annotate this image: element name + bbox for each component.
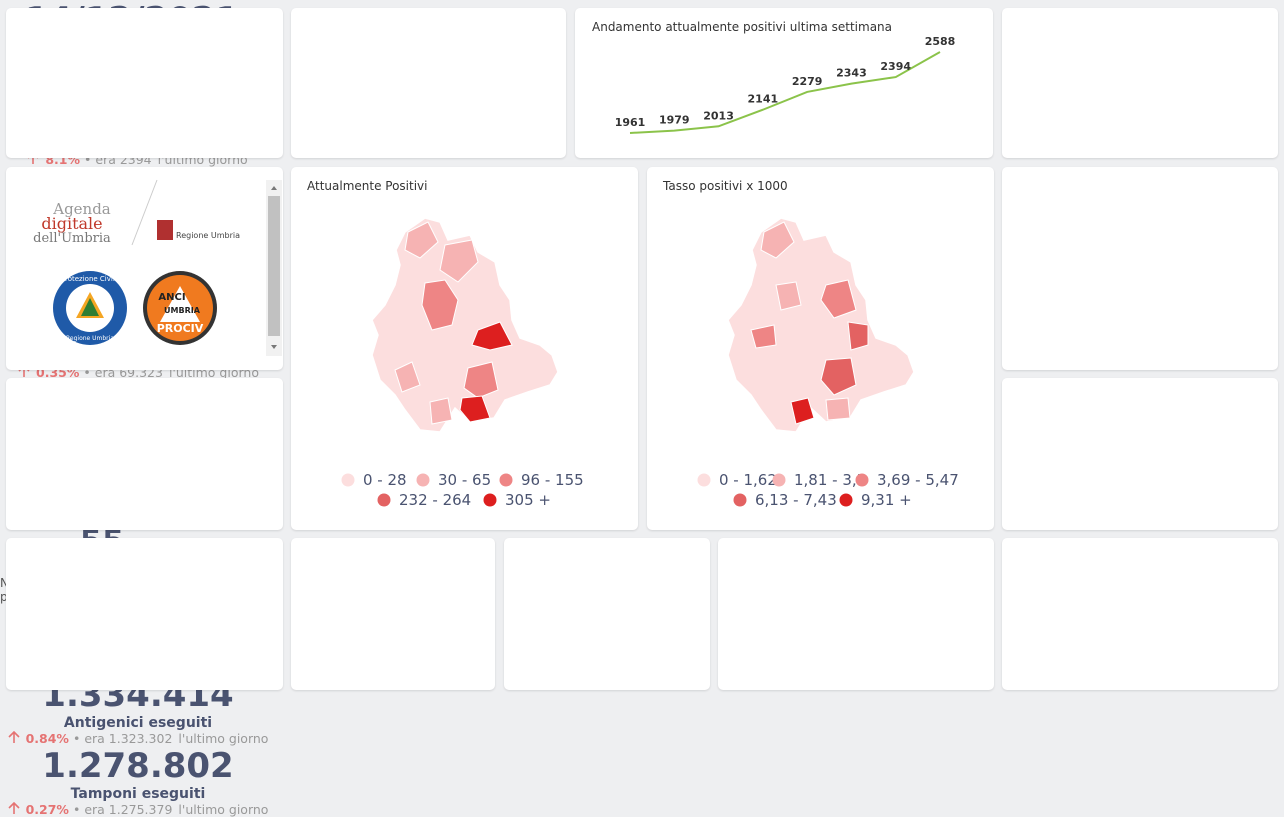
legend-label: 3,69 - 5,47 xyxy=(877,471,959,489)
delta-previous: era 1.323.302 xyxy=(84,731,173,746)
logo-text: ANCI xyxy=(158,292,185,303)
legend-swatch xyxy=(483,493,497,507)
logos: Agenda digitale dell'Umbria Regione Umbr… xyxy=(33,179,282,356)
legend-label: 30 - 65 xyxy=(438,471,491,489)
legend-label: 232 - 264 xyxy=(399,491,471,509)
legend-swatch xyxy=(772,473,786,487)
legend-label: 0 - 28 xyxy=(363,471,407,489)
point-label: 2588 xyxy=(925,35,956,48)
kpi-card xyxy=(6,538,283,690)
graphics: Agenda digitale dell'Umbria Regione Umbr… xyxy=(33,20,959,509)
logo-text: PROCIV xyxy=(157,322,204,335)
separator: • xyxy=(83,365,91,380)
kpi-card xyxy=(291,8,566,158)
kpi-label: Tamponi eseguiti xyxy=(70,786,206,802)
kpi-delta: 0.84% • era 1.323.302 l'ultimo giorno xyxy=(0,730,276,746)
legend-label: 96 - 155 xyxy=(521,471,584,489)
map-1 xyxy=(371,217,559,433)
arrow-icon xyxy=(7,801,20,814)
legend-swatch xyxy=(499,473,513,487)
legend-swatch xyxy=(416,473,430,487)
separator: • xyxy=(72,731,81,746)
point-label: 2343 xyxy=(836,67,867,80)
legend-swatch xyxy=(341,473,355,487)
point-label: 2394 xyxy=(880,60,911,73)
delta-suffix: l'ultimo giorno xyxy=(178,731,269,746)
logo-text: dell'Umbria xyxy=(33,231,111,246)
legend-swatch xyxy=(733,493,747,507)
kpi-card xyxy=(1002,378,1278,530)
delta-change: 0.84% xyxy=(25,731,69,746)
legend-label: 6,13 - 7,43 xyxy=(755,491,837,509)
logo-card xyxy=(6,167,283,370)
logo-text: Protezione Civile xyxy=(61,275,119,283)
kpi-card xyxy=(1002,538,1278,690)
point-label: 2141 xyxy=(748,93,779,106)
kpi-card xyxy=(1002,8,1278,158)
point-label: 2279 xyxy=(792,75,823,88)
separator: • xyxy=(83,152,92,167)
trend-title: Andamento attualmente positivi ultima se… xyxy=(592,20,892,34)
kpi-card xyxy=(6,8,283,158)
delta-change: 0.27% xyxy=(25,802,69,817)
logo-text: digitale xyxy=(41,214,102,233)
kpi-card xyxy=(504,538,710,690)
delta-suffix: l'ultimo giorno xyxy=(178,802,269,817)
legend-swatch xyxy=(855,473,869,487)
separator: • xyxy=(72,802,81,817)
kpi-card xyxy=(718,538,994,690)
legend-label: 9,31 + xyxy=(861,491,912,509)
arrow-icon xyxy=(7,730,20,743)
logo-text: Regione Umbria xyxy=(176,231,240,240)
map-title: Tasso positivi x 1000 xyxy=(662,179,788,193)
point-label: 2013 xyxy=(703,109,734,122)
kpi-card xyxy=(291,538,495,690)
kpi-card xyxy=(6,378,283,530)
point-label: 1961 xyxy=(615,116,646,129)
legend-label: 0 - 1,62 xyxy=(719,471,777,489)
kpi-value: 1.278.802 xyxy=(42,746,234,786)
trend-line xyxy=(629,51,941,134)
logo-text: Agenda xyxy=(52,200,111,218)
map-2 xyxy=(727,217,915,433)
point-label: 1979 xyxy=(659,114,690,127)
legend-label: 305 + xyxy=(505,491,551,509)
map-title: Attualmente Positivi xyxy=(307,179,428,193)
legend-label: 1,81 - 3,5 xyxy=(794,471,866,489)
logo-text: Regione Umbria xyxy=(66,335,114,342)
delta-previous: era 1.275.379 xyxy=(84,802,173,817)
kpi-delta: 0.27% • era 1.275.379 l'ultimo giorno xyxy=(0,801,276,817)
legend-swatch xyxy=(839,493,853,507)
logo-text: UMBRIA xyxy=(164,306,201,315)
legend-swatch xyxy=(377,493,391,507)
kpi-card xyxy=(1002,167,1278,370)
kpi-label: Antigenici eseguiti xyxy=(63,715,213,731)
legend-swatch xyxy=(697,473,711,487)
